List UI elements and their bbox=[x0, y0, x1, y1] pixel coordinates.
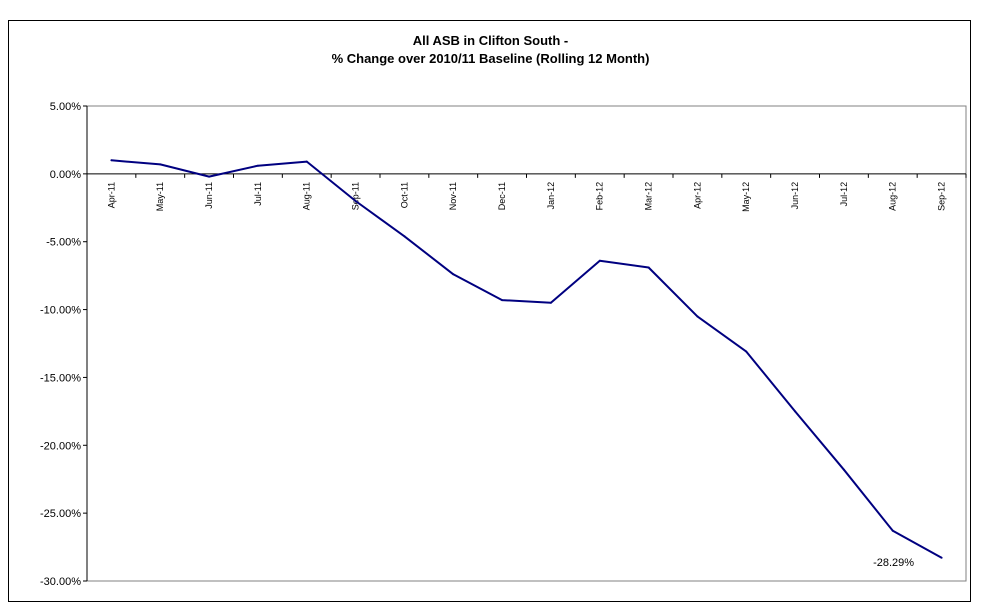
y-tick-label: 5.00% bbox=[50, 101, 81, 113]
axes-layer: 5.00% 0.00% -5.00% -10.00% -15.00% -20.00% -25… bbox=[40, 101, 967, 588]
data-point bbox=[891, 529, 894, 532]
data-point bbox=[842, 468, 845, 471]
x-tick-label: Apr-11 bbox=[106, 182, 116, 208]
data-point bbox=[647, 266, 650, 269]
x-tick-label: Sep-12 bbox=[937, 182, 947, 211]
x-tick-label: Jun-12 bbox=[790, 182, 800, 210]
data-point bbox=[208, 175, 211, 178]
y-tick-label: -15.00% bbox=[40, 372, 81, 384]
y-tick-label: -20.00% bbox=[40, 440, 81, 452]
x-tick-label: Jun-11 bbox=[204, 182, 214, 209]
x-tick-label: Jul-11 bbox=[253, 182, 263, 206]
x-tick-label: Apr-12 bbox=[692, 182, 702, 209]
x-tick-label: Jul-12 bbox=[839, 182, 849, 207]
y-tick-label: -5.00% bbox=[46, 237, 81, 249]
y-tick-label: 0.00% bbox=[50, 169, 81, 181]
x-tick-label: Nov-11 bbox=[448, 182, 458, 210]
x-tick-label: Oct-11 bbox=[399, 182, 409, 208]
data-point bbox=[256, 164, 259, 167]
chart-title-line-2: % Change over 2010/11 Baseline (Rolling … bbox=[331, 51, 650, 66]
data-label: -28.29% bbox=[873, 557, 914, 569]
x-tick-label: Aug-11 bbox=[302, 182, 312, 210]
data-point bbox=[452, 273, 455, 276]
data-point bbox=[403, 235, 406, 238]
series-layer bbox=[110, 159, 943, 559]
x-tick-label: May-12 bbox=[741, 182, 751, 212]
chart-frame bbox=[8, 20, 971, 602]
data-point bbox=[501, 299, 504, 302]
data-point bbox=[354, 200, 357, 202]
x-tick-label: Mar-12 bbox=[644, 182, 654, 211]
x-tick-label: Jan-12 bbox=[546, 182, 556, 210]
data-point bbox=[598, 259, 601, 262]
x-tick-label: May-11 bbox=[155, 182, 165, 211]
data-point bbox=[305, 160, 308, 163]
x-tick-label: Sep-11 bbox=[351, 182, 361, 210]
x-tick-label: Aug-12 bbox=[888, 182, 898, 211]
series-line bbox=[111, 159, 943, 559]
x-tick-label: Feb-12 bbox=[595, 182, 605, 211]
data-point bbox=[794, 410, 797, 413]
label-layer: -28.29% bbox=[873, 557, 914, 569]
data-point bbox=[110, 159, 113, 162]
y-tick-label: -25.00% bbox=[40, 508, 81, 520]
y-tick-label: -10.00% bbox=[40, 305, 81, 317]
x-tick-label: Dec-11 bbox=[497, 182, 507, 210]
data-point bbox=[696, 315, 699, 318]
chart-title-line-1: All ASB in Clifton South - bbox=[412, 33, 569, 48]
data-point bbox=[745, 350, 748, 353]
data-point bbox=[549, 301, 552, 304]
y-tick-label: -30.00% bbox=[40, 576, 81, 588]
data-point bbox=[940, 556, 943, 559]
data-point bbox=[159, 163, 162, 166]
